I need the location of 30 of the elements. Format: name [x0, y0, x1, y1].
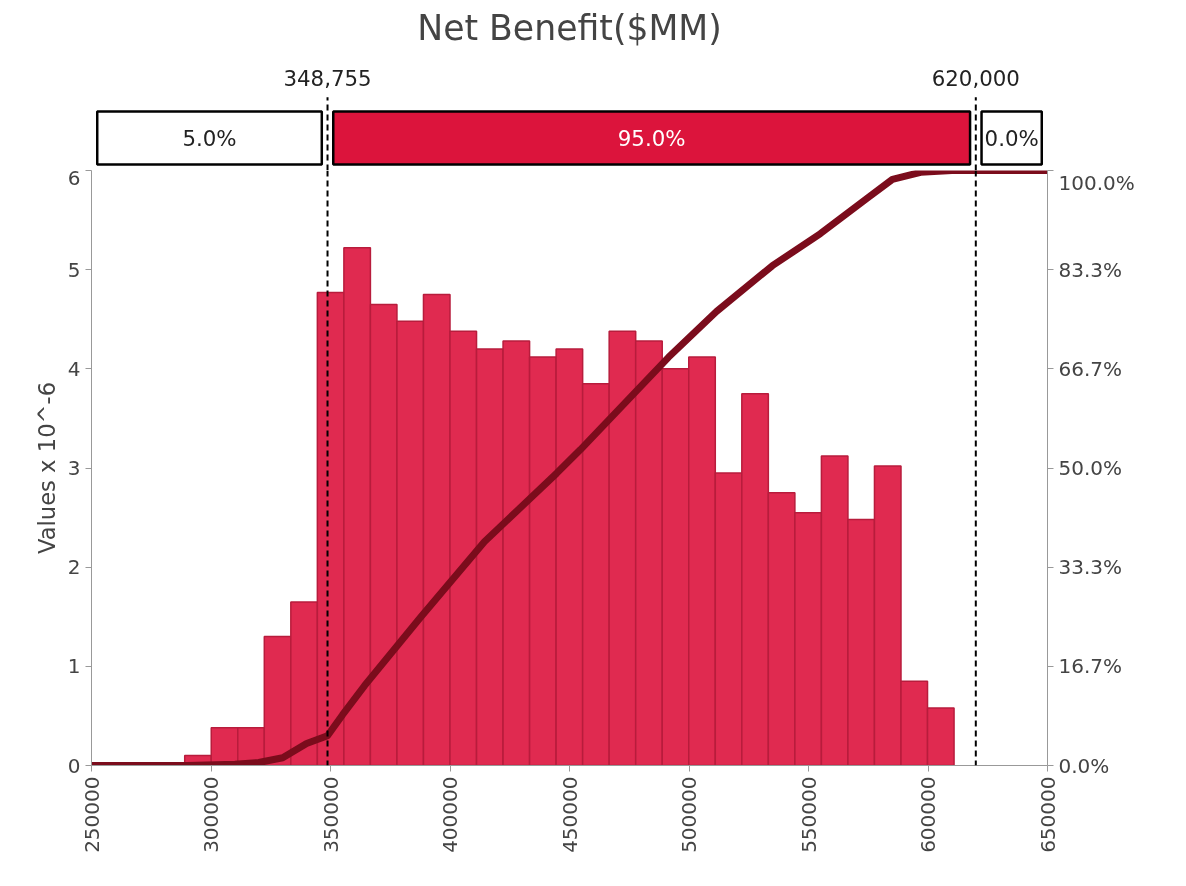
- x-tick-label: 550000: [796, 776, 821, 853]
- y2-tick-label: 50.0%: [1058, 456, 1123, 480]
- y-axis-title: Values x 10^-6: [33, 381, 60, 555]
- y-tick-label: 1: [67, 654, 81, 679]
- text: 5.0%: [182, 125, 237, 151]
- y-tick-label: 3: [67, 456, 81, 480]
- ref-line-label: 348,755: [283, 65, 372, 91]
- y2-tick-label: 33.3%: [1058, 555, 1123, 580]
- y-tick-label: 5: [67, 257, 81, 282]
- x-tick-label: 650000: [1035, 776, 1060, 853]
- x-tick-label: 350000: [318, 776, 343, 853]
- y2-tick-label: 83.3%: [1058, 257, 1123, 282]
- text: 0.0%: [984, 125, 1039, 151]
- x-tick-label: 600000: [916, 776, 940, 853]
- y-tick-label: 0: [67, 753, 81, 778]
- text: 95.0%: [617, 125, 686, 151]
- y2-tick-label: 66.7%: [1058, 356, 1123, 381]
- x-tick-label: 500000: [677, 776, 701, 853]
- y2-tick-label: 16.7%: [1058, 654, 1123, 679]
- ref-line-label: 620,000: [931, 65, 1020, 91]
- x-tick-label: 400000: [438, 776, 462, 853]
- x-tick-label: 300000: [199, 776, 223, 853]
- y2-tick-label: 0.0%: [1058, 753, 1110, 778]
- y-tick-label: 6: [67, 165, 81, 190]
- y-tick-label: 2: [67, 555, 81, 580]
- y-tick-label: 4: [67, 356, 81, 381]
- x-tick-label: 250000: [79, 776, 104, 853]
- x-tick-label: 450000: [557, 776, 582, 853]
- y2-tick-label: 100.0%: [1058, 170, 1135, 195]
- chart-title: Net Benefit($MM): [417, 7, 722, 48]
